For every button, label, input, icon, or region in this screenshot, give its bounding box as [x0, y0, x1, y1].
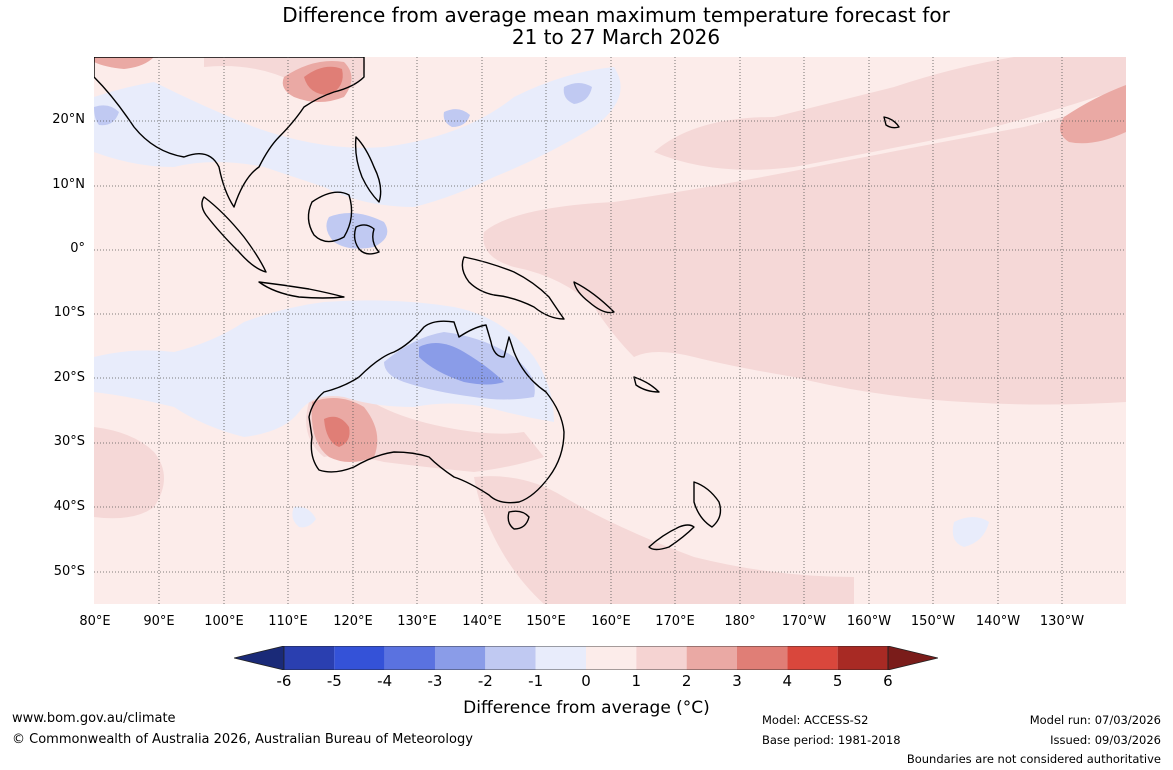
lat-label-50s: 50°S — [53, 564, 85, 579]
colorbar-extension-low — [234, 646, 285, 670]
colorbar-segment — [686, 646, 737, 670]
anomaly-minus-2-to-minus-1-bay-of-bengal — [94, 105, 119, 126]
anomaly-minus-1-to-0-south-pacific — [952, 517, 989, 547]
anomaly-minus-2-to-minus-1-south-china-sea — [443, 109, 470, 127]
lon-label-100e: 100°E — [204, 614, 244, 629]
map-title: Difference from average mean maximum tem… — [0, 4, 1173, 48]
anomaly-1-to-2-pacific-band — [483, 97, 1126, 405]
lon-label-150e: 150°E — [526, 614, 566, 629]
southeast-asia-coastline — [94, 57, 365, 208]
coastlines — [94, 57, 900, 551]
lon-label-130e: 130°E — [397, 614, 437, 629]
anomaly-minus-2-to-minus-1-philippine-sea — [563, 83, 592, 104]
anomaly-minus-2-to-minus-1-indonesia — [326, 213, 388, 249]
lon-label-180: 180° — [724, 614, 756, 629]
sumatra-coastline — [201, 196, 267, 273]
title-line-2: 21 to 27 March 2026 — [511, 25, 721, 49]
anomaly-minus-1-to-0-small-patch — [292, 506, 316, 528]
colorbar-tick-label: 6 — [883, 672, 893, 690]
colorbar-segment — [837, 646, 888, 670]
copyright-text: © Commonwealth of Australia 2026, Austra… — [12, 732, 473, 747]
colorbar-segment — [384, 646, 435, 670]
colorbar-tick-label: 4 — [782, 672, 793, 690]
philippines-coastline — [354, 136, 382, 203]
new-guinea-coastline — [461, 256, 565, 320]
colorbar-segment — [736, 646, 788, 670]
colorbar-tick-label: 3 — [732, 672, 742, 690]
lat-label-0: 0° — [70, 241, 85, 256]
colorbar-tick-label: -6 — [276, 672, 292, 690]
anomaly-2-to-3-northwest-china — [94, 57, 154, 69]
colorbar-segments — [234, 646, 938, 670]
borneo-coastline — [307, 191, 353, 243]
colorbar-tick-label: 2 — [681, 672, 692, 690]
lon-label-110e: 110°E — [268, 614, 308, 629]
java-coastline — [258, 281, 345, 299]
lat-label-10s: 10°S — [53, 305, 85, 320]
base-period: Base period: 1981-2018 — [762, 733, 901, 747]
issued-date: Issued: 09/03/2026 — [1050, 733, 1161, 747]
colorbar-segment — [787, 646, 838, 670]
tasmania-coastline — [507, 510, 530, 530]
anomaly-1-to-2-southern-indian — [94, 427, 164, 519]
anomaly-1-to-2-north-pacific — [654, 57, 1126, 170]
anomaly-3-to-4-southwest-australia — [324, 416, 350, 447]
colorbar-extension-high — [887, 646, 938, 670]
lon-label-140w: 140°W — [975, 614, 1021, 629]
lon-label-130w: 130°W — [1039, 614, 1085, 629]
australia-coastline — [308, 320, 565, 504]
solomon-islands-coastline — [573, 281, 615, 314]
lon-label-90e: 90°E — [143, 614, 175, 629]
lat-label-10n: 10°N — [52, 177, 85, 192]
hawaii-coastline — [883, 116, 900, 129]
new-caledonia-coastline — [633, 376, 660, 393]
colorbar-segment — [535, 646, 586, 670]
sulawesi-coastline — [353, 224, 380, 255]
lat-label-20s: 20°S — [53, 370, 85, 385]
graticule — [94, 57, 1126, 604]
anomaly-minus-3-to-minus-2-north-australia — [419, 343, 504, 385]
lon-label-80e: 80°E — [79, 614, 111, 629]
lat-label-30s: 30°S — [53, 434, 85, 449]
new-zealand-north-coastline — [693, 481, 722, 528]
temperature-anomaly-map — [94, 57, 1126, 604]
colorbar-tick-label: 5 — [832, 672, 843, 690]
lat-label-40s: 40°S — [53, 499, 85, 514]
lon-label-140e: 140°E — [462, 614, 502, 629]
website-link[interactable]: www.bom.gov.au/climate — [12, 711, 176, 726]
colorbar-segment — [434, 646, 486, 670]
lon-label-170w: 170°W — [781, 614, 827, 629]
colorbar-tick-label: -2 — [477, 672, 493, 690]
lon-label-160e: 160°E — [591, 614, 631, 629]
lat-label-20n: 20°N — [52, 112, 85, 127]
anomaly-2-to-3-north-pacific — [1060, 85, 1126, 144]
anomaly-minus-1-to-0-asia-band — [94, 67, 621, 207]
anomaly-3-to-4-china — [304, 66, 343, 95]
colorbar-frame — [283, 646, 889, 670]
colorbar-tick-label: 1 — [631, 672, 642, 690]
colorbar-tick-label: -4 — [377, 672, 393, 690]
new-zealand-south-coastline — [648, 524, 695, 551]
colorbar — [234, 646, 938, 670]
lon-label-120e: 120°E — [333, 614, 373, 629]
colorbar-tick-label: 0 — [581, 672, 591, 690]
lon-label-150w: 150°W — [910, 614, 956, 629]
model-name: Model: ACCESS-S2 — [762, 713, 869, 727]
colorbar-tick-label: -1 — [528, 672, 544, 690]
colorbar-tick-label: -3 — [427, 672, 443, 690]
title-line-1: Difference from average mean maximum tem… — [282, 3, 950, 27]
colorbar-segment — [485, 646, 536, 670]
colorbar-segment — [585, 646, 637, 670]
colorbar-tick-label: -5 — [326, 672, 342, 690]
colorbar-segment — [334, 646, 385, 670]
lon-label-170e: 170°E — [655, 614, 695, 629]
model-run-date: Model run: 07/03/2026 — [1029, 713, 1161, 727]
colorbar-segment — [636, 646, 687, 670]
colorbar-segment — [284, 646, 335, 670]
boundaries-disclaimer: Boundaries are not considered authoritat… — [906, 752, 1161, 766]
colorbar-label: Difference from average (°C) — [463, 698, 710, 718]
lon-label-160w: 160°W — [846, 614, 892, 629]
